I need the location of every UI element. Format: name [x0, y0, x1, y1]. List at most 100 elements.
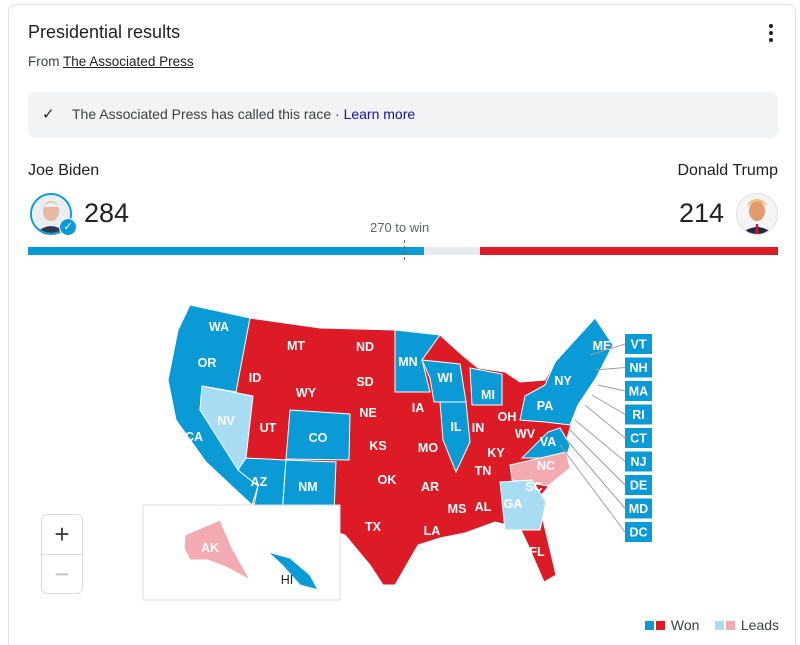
state-label-mi: MI: [481, 388, 495, 402]
state-label-ct: CT: [630, 432, 647, 446]
state-box-ct[interactable]: [625, 428, 652, 448]
votes-biden: 284: [84, 198, 130, 228]
state-label-mt: MT: [287, 339, 305, 353]
state-label-de: DE: [630, 479, 647, 493]
legend-swatch-rep-won: [656, 621, 665, 630]
state-label-ne: NE: [359, 406, 376, 420]
state-label-ri: RI: [632, 408, 645, 422]
state-label-sc: SC: [525, 480, 542, 494]
state-west-coast[interactable]: [167, 304, 259, 506]
state-label-ks: KS: [369, 439, 386, 453]
leader-line-nh[interactable]: [594, 367, 626, 371]
map-zoom-controls: + −: [41, 514, 83, 594]
state-box-nh[interactable]: [625, 357, 652, 378]
state-label-tn: TN: [475, 464, 492, 478]
leader-line-md[interactable]: [564, 437, 626, 509]
votes-trump: 214: [678, 198, 724, 228]
state-label-il: IL: [450, 420, 461, 434]
state-mn[interactable]: [394, 329, 441, 393]
source-link[interactable]: The Associated Press: [63, 54, 194, 69]
threshold-marker: [404, 240, 405, 260]
state-label-ms: MS: [448, 502, 467, 516]
leader-line-de[interactable]: [569, 429, 626, 486]
state-co[interactable]: [285, 409, 351, 461]
state-label-id: ID: [249, 371, 262, 385]
state-label-dc: DC: [629, 526, 647, 540]
state-label-ca: CA: [185, 430, 203, 444]
state-label-nv: NV: [217, 414, 235, 428]
state-ga[interactable]: [499, 479, 547, 531]
legend-won: Won: [670, 617, 700, 633]
candidate-name-trump: Donald Trump: [677, 162, 779, 179]
legend-swatch-dem-leads: [715, 621, 724, 630]
state-mi[interactable]: [469, 367, 503, 406]
state-label-ky: KY: [487, 446, 505, 460]
leader-line-nj[interactable]: [574, 419, 626, 462]
state-nc[interactable]: [509, 451, 571, 487]
map-legend: Won Leads: [645, 617, 779, 633]
race-called-banner: ✓ The Associated Press has called this r…: [28, 92, 778, 138]
leader-line-dc[interactable]: [559, 444, 626, 533]
state-label-in: IN: [472, 421, 485, 435]
state-ak[interactable]: [183, 519, 252, 582]
state-box-ri[interactable]: [625, 404, 652, 425]
zoom-out-button[interactable]: −: [42, 554, 82, 594]
state-label-sd: SD: [356, 375, 373, 389]
bar-biden: [28, 247, 424, 255]
check-icon: ✓: [42, 106, 55, 123]
more-vert-icon[interactable]: [762, 22, 780, 44]
state-label-al: AL: [475, 500, 492, 514]
state-label-nm: NM: [298, 480, 317, 494]
state-label-wv: WV: [515, 427, 536, 441]
state-label-va: VA: [540, 435, 556, 449]
state-box-vt[interactable]: [625, 334, 652, 354]
state-label-ny: NY: [554, 374, 572, 388]
state-northeast[interactable]: [519, 317, 614, 426]
state-label-hi: HI: [281, 573, 294, 587]
state-box-nj[interactable]: [625, 451, 652, 472]
leader-line-ma[interactable]: [597, 384, 626, 392]
state-hi[interactable]: [267, 551, 319, 591]
state-label-ga: GA: [504, 497, 523, 511]
state-label-md: MD: [629, 502, 648, 516]
leader-line-ri[interactable]: [591, 394, 626, 415]
state-label-or: OR: [198, 356, 217, 370]
state-box-dc[interactable]: [625, 522, 652, 542]
state-label-oh: OH: [498, 410, 517, 424]
state-box-md[interactable]: [625, 498, 652, 519]
avatar-trump: [736, 193, 778, 235]
state-label-nc: NC: [537, 459, 555, 473]
state-box-de[interactable]: [625, 475, 652, 495]
state-label-co: CO: [309, 431, 328, 445]
state-label-la: LA: [424, 524, 441, 538]
state-label-ok: OK: [378, 473, 397, 487]
state-label-ak: AK: [201, 541, 219, 555]
learn-more-link[interactable]: Learn more: [343, 106, 416, 122]
verified-check-icon: ✓: [59, 218, 77, 236]
bar-undecided: [423, 247, 480, 255]
state-label-nj: NJ: [631, 455, 647, 469]
leader-line-vt[interactable]: [589, 343, 626, 356]
state-label-vt: VT: [631, 338, 647, 352]
state-label-fl: FL: [529, 545, 545, 559]
bar-trump: [479, 247, 778, 255]
state-label-ut: UT: [260, 421, 277, 435]
zoom-in-button[interactable]: +: [54, 519, 70, 549]
state-label-mn: MN: [398, 355, 417, 369]
results-card: [8, 4, 796, 645]
state-label-az: AZ: [251, 475, 268, 489]
legend-swatch-dem-won: [645, 621, 654, 630]
state-label-tx: TX: [365, 520, 382, 534]
candidate-name-biden: Joe Biden: [28, 162, 100, 179]
state-label-wy: WY: [296, 386, 317, 400]
state-box-ma[interactable]: [625, 381, 652, 401]
leader-line-ct[interactable]: [584, 404, 626, 439]
state-il[interactable]: [439, 401, 471, 474]
legend-swatch-rep-leads: [726, 621, 735, 630]
state-label-ar: AR: [421, 480, 439, 494]
state-label-wi: WI: [437, 371, 452, 385]
card-title: Presidential results: [28, 22, 181, 42]
legend-leads: Leads: [740, 617, 780, 633]
state-label-pa: PA: [537, 399, 553, 413]
